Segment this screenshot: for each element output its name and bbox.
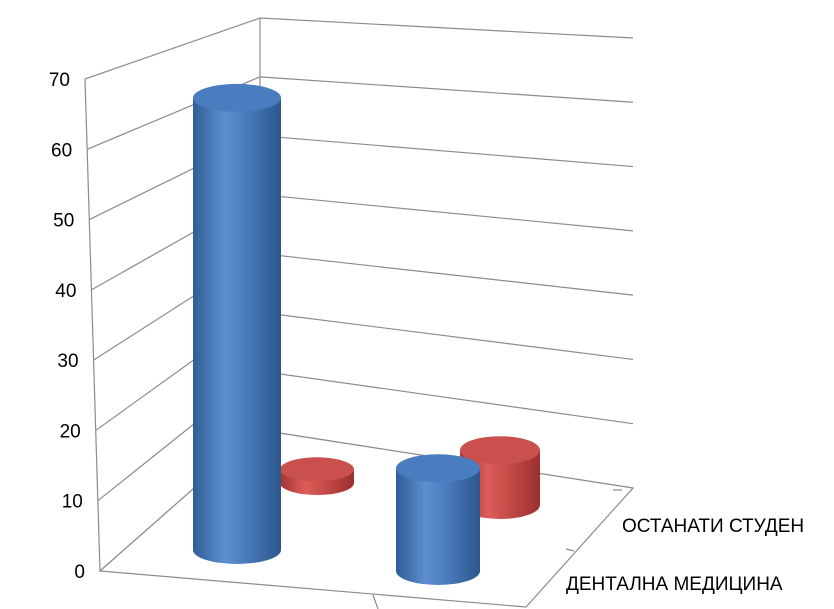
floor-tick — [565, 548, 575, 552]
bar-dental-medicine — [193, 83, 281, 565]
y-axis-ticks: 0 10 20 30 40 50 60 70 — [49, 70, 85, 583]
y-tick-label: 0 — [74, 562, 85, 583]
bar-other-students-top — [280, 457, 354, 482]
y-axis-line — [84, 78, 101, 572]
gridline — [91, 193, 634, 291]
bar-dental-medicine-top — [193, 83, 281, 112]
y-tick-label: 60 — [51, 140, 72, 161]
chart-walls — [84, 17, 635, 609]
bar-dental-medicine-body — [396, 468, 480, 585]
series-labels: ОСТАНАТИ СТУДЕН ДЕНТАЛНА МЕДИЦИНА — [566, 516, 804, 595]
series-label: ОСТАНАТИ СТУДЕН — [622, 516, 804, 537]
gridline — [93, 252, 634, 361]
bar-dental-medicine-top — [396, 454, 480, 483]
y-tick-label: 70 — [49, 70, 70, 91]
y-tick-label: 40 — [55, 281, 76, 302]
gridline — [86, 76, 634, 150]
chart-bars — [193, 83, 540, 585]
bar-dental-medicine-body — [193, 97, 281, 565]
gridline — [84, 17, 634, 80]
y-tick-label: 50 — [53, 211, 74, 232]
series-label: ДЕНТАЛНА МЕДИЦИНА — [566, 574, 783, 595]
bar-dental-medicine — [396, 454, 480, 585]
bar-other-students-top — [460, 436, 540, 465]
y-tick-label: 20 — [60, 421, 81, 442]
chart-floor — [98, 429, 635, 608]
floor-tick — [372, 594, 379, 609]
gridline — [89, 135, 634, 221]
bar-other-students — [280, 457, 354, 495]
y-tick-label: 30 — [57, 351, 78, 372]
y-tick-label: 10 — [62, 492, 83, 513]
